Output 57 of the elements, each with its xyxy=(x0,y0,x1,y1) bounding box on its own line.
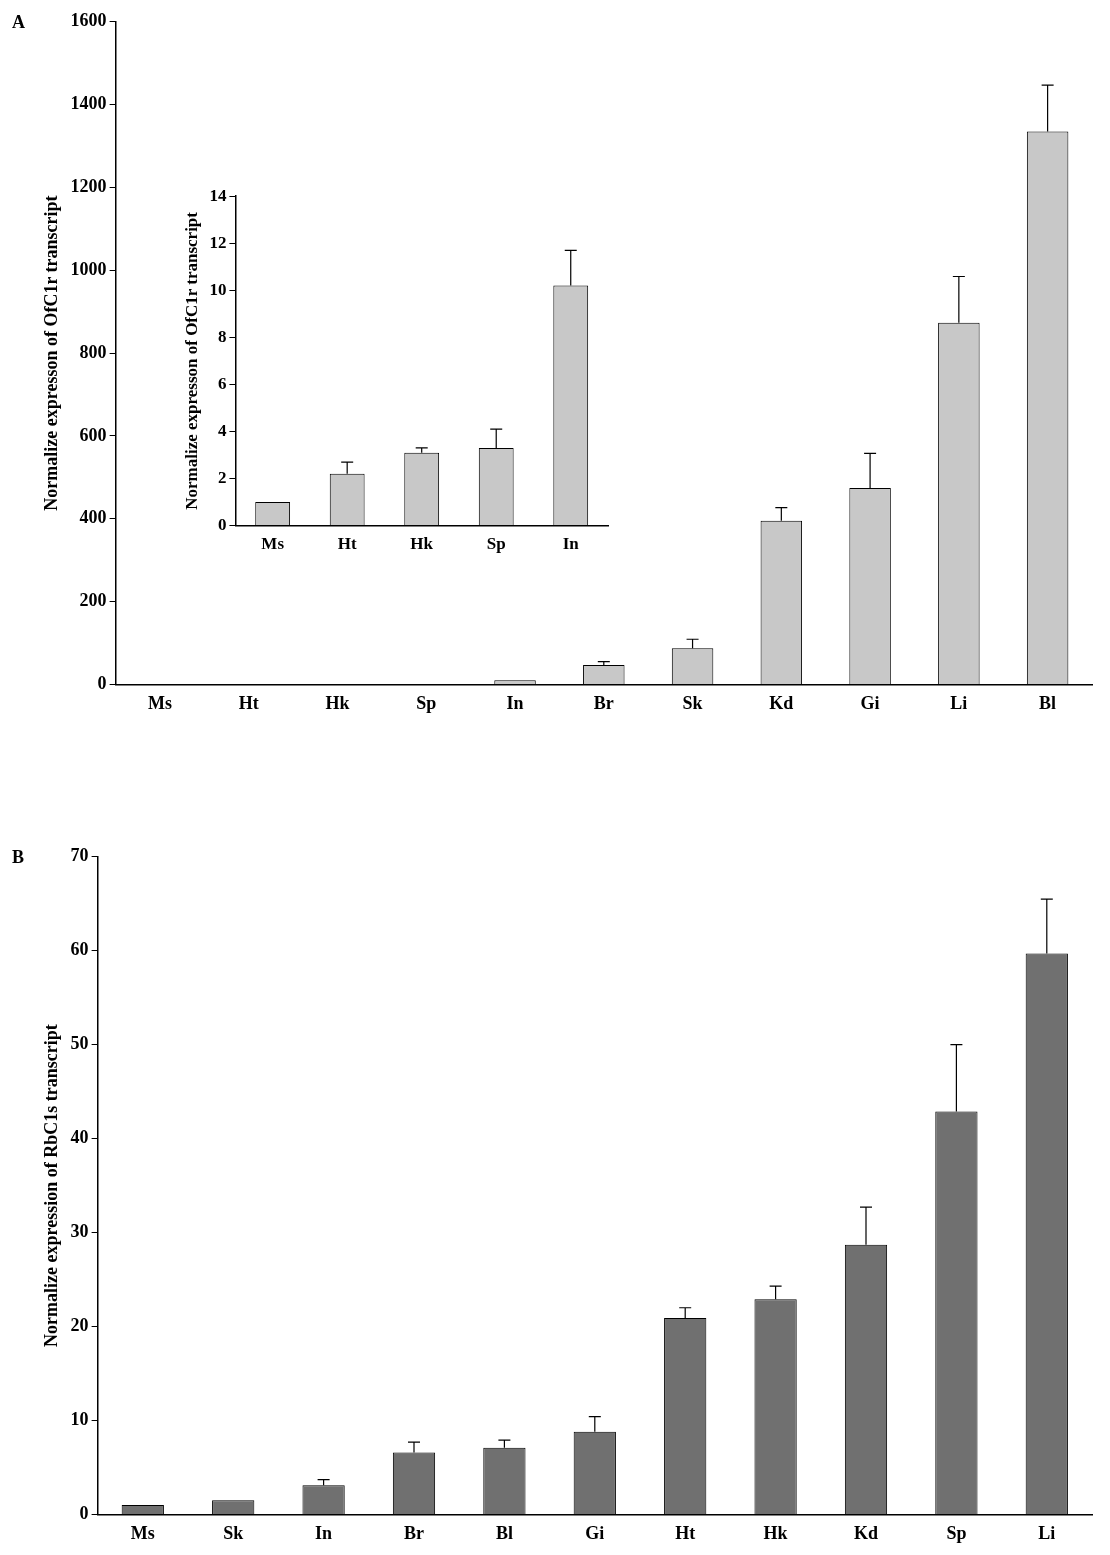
y-tick-label: 800 xyxy=(79,341,107,362)
y-tick-label: 30 xyxy=(70,1221,89,1242)
x-tick-label: Sp xyxy=(486,534,506,554)
y-tick-label: 600 xyxy=(79,424,107,445)
y-tick-label: 4 xyxy=(217,420,227,440)
y-tick-label: 10 xyxy=(70,1409,89,1430)
x-tick-label: Ms xyxy=(147,692,172,713)
x-tick-label: Br xyxy=(404,1522,425,1543)
y-tick-label: 14 xyxy=(209,185,227,205)
y-axis-title: Normalize expresson of OfC1r transcript xyxy=(181,211,201,510)
x-tick-label: In xyxy=(315,1522,333,1543)
y-tick-label: 20 xyxy=(70,1315,89,1336)
y-tick-label: 2 xyxy=(217,467,227,487)
x-tick-label: Sp xyxy=(416,692,437,713)
y-tick-label: 0 xyxy=(79,1503,89,1524)
y-tick-label: 10 xyxy=(209,279,227,299)
x-tick-label: Br xyxy=(593,692,614,713)
y-tick-label: 0 xyxy=(217,514,227,534)
y-tick-label: 8 xyxy=(217,326,227,346)
y-tick-label: 70 xyxy=(70,845,89,866)
y-tick-label: 1200 xyxy=(70,176,107,197)
text: A xyxy=(12,11,25,32)
y-tick-label: 60 xyxy=(70,939,89,960)
x-tick-label: Gi xyxy=(860,692,880,713)
x-tick-label: Li xyxy=(950,692,968,713)
y-tick-label: 50 xyxy=(70,1033,89,1054)
x-tick-label: Sp xyxy=(946,1522,967,1543)
x-tick-label: Sk xyxy=(223,1522,244,1543)
x-tick-label: In xyxy=(506,692,524,713)
x-tick-label: Ht xyxy=(337,534,357,554)
x-tick-label: In xyxy=(562,534,580,554)
x-tick-label: Kd xyxy=(853,1522,879,1543)
x-tick-label: Ht xyxy=(675,1522,696,1543)
x-tick-label: Bl xyxy=(1039,692,1057,713)
y-tick-label: 12 xyxy=(209,232,227,252)
x-tick-label: Bl xyxy=(495,1522,513,1543)
x-tick-label: Hk xyxy=(410,534,434,554)
x-tick-label: Hk xyxy=(325,692,350,713)
y-tick-label: 400 xyxy=(79,507,107,528)
x-tick-label: Ms xyxy=(130,1522,155,1543)
x-tick-label: Kd xyxy=(769,692,794,713)
x-tick-label: Ht xyxy=(238,692,259,713)
x-tick-label: Ms xyxy=(261,534,285,554)
text: B xyxy=(12,846,25,867)
y-tick-label: 200 xyxy=(79,590,107,611)
y-axis-title: Normalize expression of RbC1s transcript xyxy=(41,1024,62,1347)
y-tick-label: 1600 xyxy=(70,10,107,31)
y-tick-label: 40 xyxy=(70,1127,89,1148)
y-axis-title: Normalize expresson of OfC1r transcript xyxy=(41,195,62,511)
x-tick-label: Hk xyxy=(763,1522,788,1543)
x-tick-label: Li xyxy=(1038,1522,1056,1543)
y-tick-label: 1400 xyxy=(70,93,107,114)
y-tick-label: 1000 xyxy=(70,258,107,279)
y-tick-label: 6 xyxy=(217,373,227,393)
x-tick-label: Sk xyxy=(682,692,703,713)
y-tick-label: 0 xyxy=(97,673,107,694)
x-tick-label: Gi xyxy=(585,1522,605,1543)
